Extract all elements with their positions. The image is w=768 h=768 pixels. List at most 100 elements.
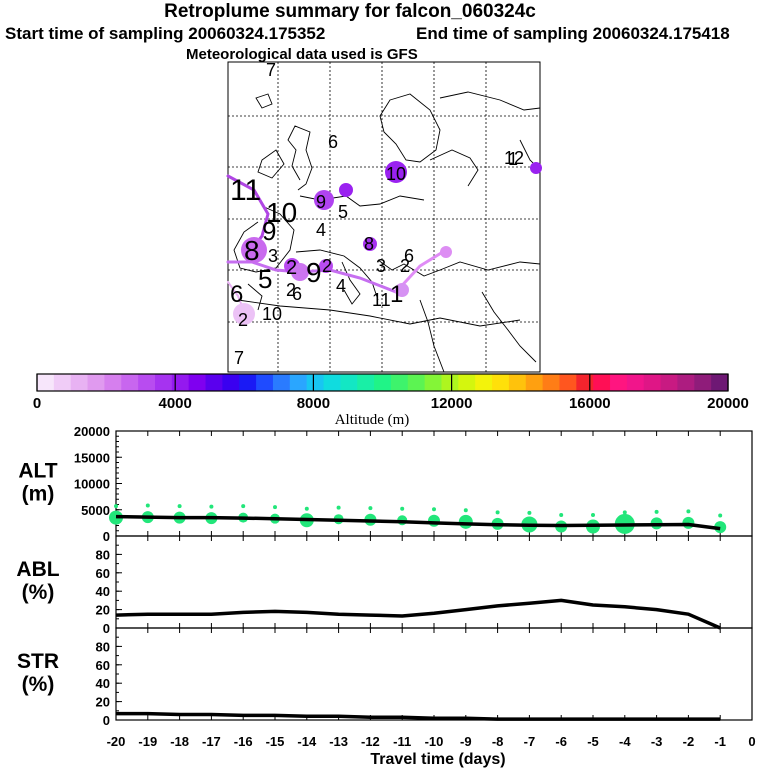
y-tick-label: 15000 — [74, 450, 110, 465]
plume-label: 9 — [306, 257, 322, 288]
series-line — [116, 711, 721, 721]
panel-ylabel: ALT — [18, 460, 57, 483]
x-tick-label: -17 — [202, 734, 221, 749]
panel-0: 0 5000 10000 15000 20000 ALT(m) — [18, 424, 753, 544]
y-tick-label: 20 — [96, 695, 110, 710]
x-tick-label: -14 — [297, 734, 317, 749]
plume-centroid — [395, 283, 409, 297]
y-tick-label: 20000 — [74, 424, 110, 439]
x-tick-label: -9 — [460, 734, 472, 749]
plume-label: 6 — [404, 246, 414, 266]
altitude-dot-upper — [686, 509, 691, 514]
altitude-dot-upper — [145, 503, 150, 508]
colorbar-cell — [559, 374, 577, 391]
y-tick-label: 60 — [96, 566, 110, 581]
page-title: Retroplume summary for falcon_060324c — [164, 1, 536, 22]
altitude-dot — [428, 514, 440, 527]
x-tick-label: -4 — [619, 734, 631, 749]
colorbar-cell — [458, 374, 476, 391]
y-tick-label: 40 — [96, 584, 110, 599]
plume-label: 2 — [322, 256, 332, 276]
colorbar-cell — [37, 374, 55, 391]
plume-centroids — [233, 161, 542, 325]
colorbar-cell — [643, 374, 662, 391]
plume-labels: 7 6 1 10 11 12 9 5 10 4 9 8 8 3 3 2 9 5 … — [230, 60, 524, 368]
plume-label: 1 — [390, 281, 403, 308]
plume-centroid — [339, 183, 353, 197]
plume-label: 1 — [508, 149, 518, 169]
plume-label: 2 — [286, 280, 296, 300]
plume-label: 10 — [386, 164, 406, 184]
panel-ylabel-unit: (%) — [22, 673, 55, 696]
altitude-dot-upper — [177, 504, 182, 509]
x-tick-label: -20 — [107, 734, 126, 749]
colorbar-cell — [711, 374, 729, 391]
plume-label: 12 — [504, 148, 524, 168]
altitude-dot-upper — [559, 513, 564, 517]
colorbar-cell — [660, 374, 679, 391]
plume-label: 5 — [338, 202, 348, 222]
x-tick-label: -6 — [555, 734, 567, 749]
panel-ylabel: ABL — [16, 558, 59, 581]
altitude-dot-upper — [622, 510, 627, 515]
x-tick-label: -11 — [393, 734, 411, 749]
colorbar-cell — [222, 374, 240, 391]
panel-1: 0 20 40 60 80 ABL(%) — [16, 535, 753, 636]
plume-label: 9 — [262, 216, 276, 246]
plume-label: 11 — [230, 174, 261, 207]
altitude-dot-upper — [654, 509, 659, 514]
plume-label: 2 — [400, 256, 410, 276]
y-tick-label: 80 — [96, 547, 110, 562]
x-tick-label: 0 — [748, 734, 755, 749]
plume-label: 8 — [244, 235, 260, 266]
altitude-dot-upper — [432, 507, 436, 512]
plume-label: 6 — [292, 284, 302, 304]
altitude-dot-upper — [209, 504, 214, 509]
panel-ylabel-unit: (m) — [22, 483, 55, 506]
colorbar-cell — [424, 374, 443, 391]
met-data-label: Meteorological data used is GFS — [186, 46, 418, 63]
y-tick-label: 40 — [96, 676, 110, 691]
colorbar-tick-label: 4000 — [159, 395, 192, 412]
plume-centroid — [385, 161, 407, 183]
colorbar-label: Altitude (m) — [335, 412, 410, 428]
series-line — [115, 598, 721, 630]
start-time-label: Start time of sampling 20060324.175352 — [5, 24, 326, 43]
colorbar-tick-label: 16000 — [569, 395, 611, 412]
colorbar-tick-label: 0 — [33, 395, 41, 412]
panel-frame — [115, 627, 753, 721]
plume-label: 11 — [372, 290, 391, 310]
altitude-dot-upper — [336, 505, 341, 510]
x-tick-label: -16 — [234, 734, 253, 749]
altitude-dot-upper — [368, 506, 373, 511]
end-time-label: End time of sampling 20060324.175418 — [416, 24, 730, 43]
colorbar-cell — [256, 374, 274, 391]
altitude-dot-upper — [304, 506, 309, 511]
plume-label: 9 — [316, 192, 326, 212]
colorbar-tick-label: 20000 — [707, 395, 749, 412]
plume-label: 6 — [230, 281, 243, 308]
colorbar-cell — [475, 374, 493, 391]
altitude-dot-upper — [241, 504, 246, 509]
panel-ylabel: STR — [17, 650, 59, 673]
series-line — [115, 514, 721, 531]
plume-label: 10 — [262, 304, 282, 324]
x-tick-label: -15 — [266, 734, 285, 749]
x-tick-label: -8 — [492, 734, 504, 749]
altitude-dot-upper — [718, 513, 723, 518]
colorbar-cell — [104, 374, 122, 391]
altitude-dot-upper — [400, 506, 405, 511]
plume-centroid — [241, 237, 267, 263]
x-tick-label: -2 — [683, 734, 695, 749]
plume-label: 2 — [286, 257, 297, 279]
colorbar-cell — [441, 374, 459, 391]
y-tick-label: 60 — [96, 658, 110, 673]
x-tick-label: -10 — [425, 734, 444, 749]
colorbar-cell — [138, 374, 156, 391]
map-frame — [227, 61, 541, 373]
x-tick-label: -7 — [524, 734, 536, 749]
altitude-dot-upper — [591, 513, 595, 517]
plume-label: 3 — [376, 256, 386, 276]
altitude-dot-upper — [273, 505, 277, 510]
